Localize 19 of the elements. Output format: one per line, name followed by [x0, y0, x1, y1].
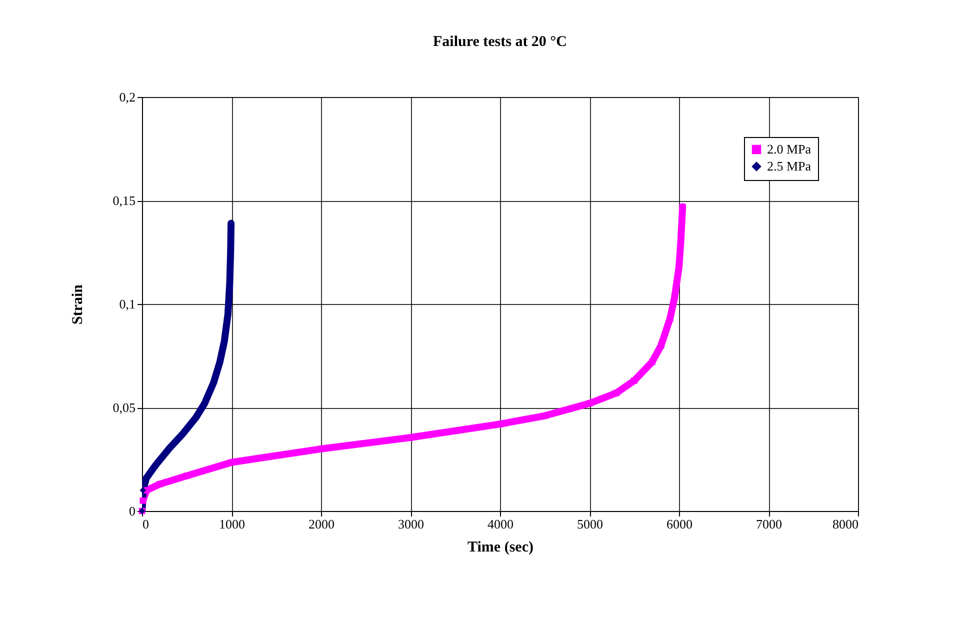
- chart-title: Failure tests at 20 °C: [432, 34, 568, 50]
- legend-label: 2.5 MPa: [767, 158, 812, 174]
- x-tick-label: 1000: [219, 516, 245, 532]
- legend-label: 2.0 MPa: [767, 142, 812, 156]
- x-tick-label: 8000: [832, 516, 858, 532]
- y-tick-label: 0,15: [112, 193, 136, 208]
- x-tick-label: 7000: [756, 516, 782, 532]
- y-tick-label: 0,1: [119, 296, 136, 312]
- x-tick-label: 6000: [666, 516, 692, 532]
- x-tick-label: 2000: [308, 516, 334, 532]
- y-tick-label: 0,05: [112, 400, 136, 415]
- x-tick-label: 5000: [577, 516, 603, 532]
- y-tick-label: 0: [129, 504, 136, 518]
- x-tick-label: 0: [142, 516, 149, 532]
- x-tick-label: 4000: [488, 516, 514, 532]
- x-axis-title: Time (sec): [468, 540, 534, 556]
- y-tick-label: 0,2: [119, 90, 136, 104]
- y-axis-title: Strain: [70, 284, 86, 325]
- x-tick-label: 3000: [398, 516, 424, 532]
